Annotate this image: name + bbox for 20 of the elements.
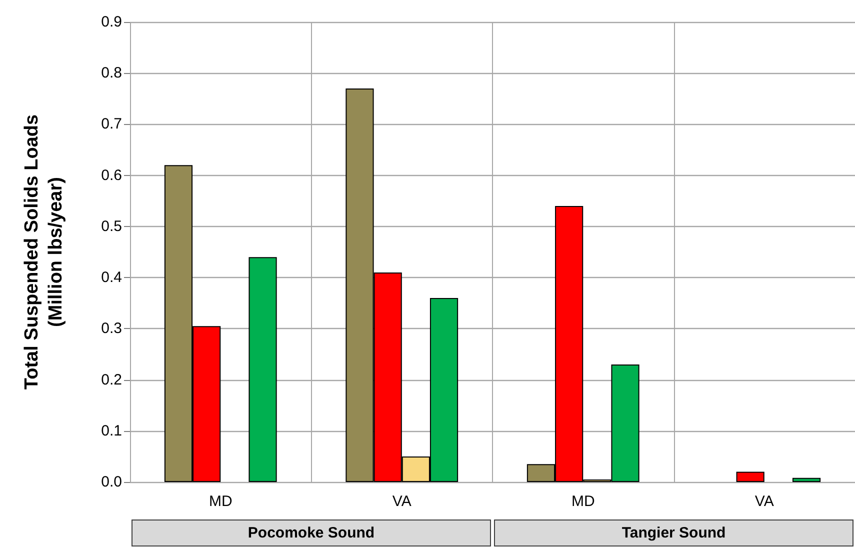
x-tick-label: VA bbox=[392, 493, 412, 510]
text: Pocomoke Sound bbox=[248, 524, 375, 542]
y-tick-label: 0.4 bbox=[101, 269, 122, 286]
text: Tangier Sound bbox=[622, 524, 726, 542]
y-axis-title: Total Suspended Solids Loads (Million lbs/year) bbox=[22, 114, 66, 390]
x-tick-label: VA bbox=[754, 493, 774, 510]
y-tick-label: 0.1 bbox=[101, 422, 122, 440]
y-tick-label: 0.0 bbox=[101, 474, 122, 490]
y-tick-label: 0.3 bbox=[101, 320, 122, 338]
bar bbox=[248, 257, 277, 482]
bar bbox=[792, 478, 821, 482]
y-tick-label: 0.6 bbox=[101, 166, 122, 184]
x-tick-label: MD bbox=[571, 493, 595, 510]
y-tick-label: 0.5 bbox=[101, 218, 122, 235]
y-tick-label: 0.9 bbox=[101, 14, 122, 30]
y-tick-label: 0.8 bbox=[101, 64, 122, 82]
y-tick-label: 0.7 bbox=[101, 116, 122, 133]
bar bbox=[736, 472, 764, 482]
y-tick-label: 0.2 bbox=[101, 371, 122, 388]
x-tick-label: MD bbox=[208, 493, 232, 510]
